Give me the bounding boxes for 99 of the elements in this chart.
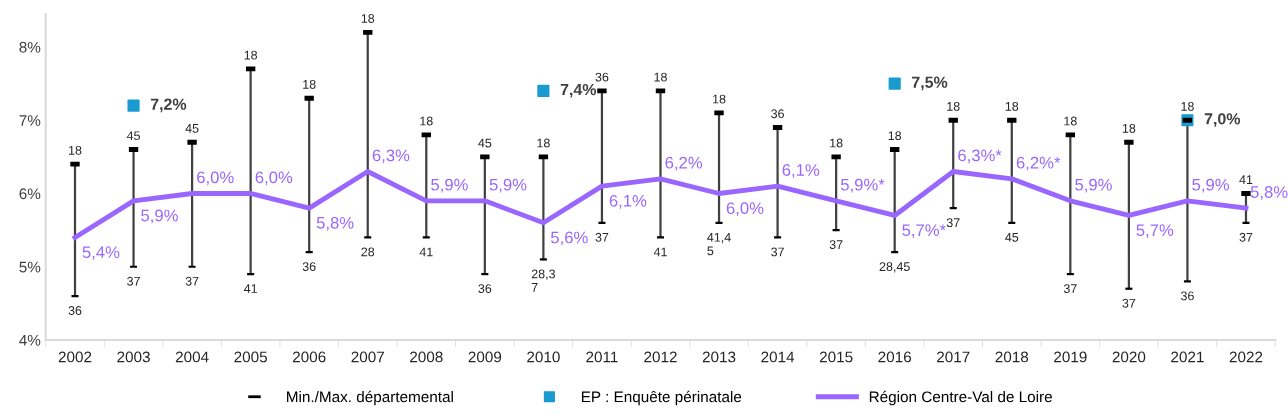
annotation: 28,3 7	[531, 269, 555, 292]
annotation: 37	[1063, 284, 1077, 293]
data-label: 7,5%	[912, 76, 948, 91]
data-label: 5,9%	[141, 209, 178, 224]
data-label: 5,9%	[1075, 178, 1112, 193]
x-tick-label: 2014	[761, 351, 795, 363]
x-tick-label: 2006	[292, 351, 326, 363]
annotation: 36	[1180, 291, 1194, 301]
annotation: 37	[946, 218, 960, 228]
data-label: 6,3%	[372, 149, 410, 164]
annotation: 45	[478, 138, 492, 148]
data-label: 6,2%*	[1016, 156, 1061, 171]
x-tick-label: 2011	[586, 351, 618, 363]
y-tick-label: 7%	[19, 115, 41, 126]
point	[127, 99, 140, 112]
data-label: 5,9%	[431, 178, 468, 193]
x-tick-label: 2010	[527, 351, 560, 363]
x-tick-label: 2022	[1229, 351, 1263, 363]
y-tick-label: 5%	[19, 261, 41, 273]
annotation: 36	[595, 72, 609, 82]
annotation: 18	[713, 94, 726, 104]
x-tick-label: 2003	[117, 351, 150, 363]
data-label: 6,0%	[255, 171, 293, 186]
annotation: 45	[185, 124, 199, 133]
annotation: 18	[654, 72, 667, 82]
x-tick-label: 2009	[468, 351, 502, 363]
x-tick-label: 2019	[1054, 351, 1087, 363]
annotation: 18	[420, 116, 433, 126]
annotation: 45	[1005, 232, 1019, 242]
x-tick-label: 2004	[175, 351, 209, 363]
annotation: 18	[1122, 123, 1136, 133]
annotation: 41	[653, 247, 667, 257]
data-label: 6,1%	[782, 164, 820, 178]
data-label: 5,9%*	[840, 178, 885, 193]
data-label: 6,3%*	[958, 149, 1002, 164]
x-tick-label: 2016	[878, 351, 912, 363]
x-tick-label: 2012	[644, 351, 677, 363]
point	[537, 84, 550, 97]
annotation: 36	[771, 109, 784, 119]
annotation: 18	[361, 14, 375, 23]
x-tick-label: 2021	[1171, 351, 1204, 363]
annotation: 41,4 5	[707, 232, 731, 256]
x-tick-label: 2013	[702, 351, 736, 363]
annotation: 18	[1064, 116, 1077, 126]
annotation: 37	[1239, 232, 1253, 242]
data-label: 6,2%	[665, 156, 703, 171]
data-label: 7,2%	[150, 98, 187, 113]
annotation: 36	[68, 306, 82, 315]
data-label: 5,7%	[1136, 224, 1174, 239]
y-tick-label: 4%	[19, 334, 41, 346]
annotation: 28,45	[879, 262, 910, 273]
annotation: 41	[1239, 175, 1253, 184]
data-label: 7,0%	[1204, 113, 1241, 127]
annotation: 41	[243, 284, 257, 293]
x-tick-label: 2007	[351, 351, 384, 363]
x-tick-label: 2005	[234, 351, 267, 363]
y-tick-label: 8%	[19, 41, 41, 53]
data-label: 5,4%	[82, 246, 120, 260]
annotation: 36	[478, 284, 492, 293]
x-tick-label: 2020	[1112, 351, 1146, 363]
point	[888, 77, 901, 90]
data-label: 5,9%	[489, 178, 527, 193]
x-tick-label: 2017	[937, 351, 970, 363]
annotation: 18	[830, 138, 843, 148]
data-label: 6,0%	[197, 171, 234, 186]
annotation: 28	[361, 247, 375, 257]
y-tick-label: 6%	[19, 188, 41, 200]
annotation: 18	[1181, 101, 1194, 111]
data-label: 5,8%	[1250, 186, 1288, 200]
legend-label: EP : Enquête périnatale	[581, 390, 742, 406]
x-tick-label: 2018	[995, 351, 1029, 363]
annotation: 37	[771, 247, 784, 257]
annotation: 41	[419, 247, 433, 257]
data-label: 5,6%	[551, 231, 588, 246]
annotation: 45	[126, 131, 140, 141]
x-tick-label: 2015	[819, 351, 853, 363]
annotation: 37	[185, 276, 199, 286]
data-label: 7,4%	[560, 83, 597, 98]
legend-label: Région Centre-Val de Loire	[869, 390, 1052, 406]
annotation: 18	[244, 50, 258, 60]
annotation: 36	[302, 262, 316, 272]
annotation: 37	[595, 232, 609, 242]
annotation: 18	[888, 131, 902, 141]
data-label: 5,8%	[316, 216, 354, 231]
text: Min./Max. départemental	[287, 390, 453, 406]
annotation: 18	[303, 79, 316, 89]
annotation: 18	[947, 101, 960, 111]
data-label: 6,1%	[609, 194, 647, 209]
data-label: 5,9%	[1192, 178, 1229, 193]
data-label: 6,0%	[726, 202, 764, 217]
annotation: 37	[127, 276, 140, 286]
annotation: 37	[1122, 298, 1136, 308]
x-tick-label: 2008	[410, 351, 443, 363]
annotation: 18	[69, 145, 82, 155]
annotation: 18	[537, 138, 550, 148]
annotation: 18	[1005, 101, 1019, 111]
annotation: 37	[829, 240, 843, 250]
x-tick-label: 2002	[58, 351, 92, 363]
data-label: 5,7%*	[902, 224, 946, 239]
